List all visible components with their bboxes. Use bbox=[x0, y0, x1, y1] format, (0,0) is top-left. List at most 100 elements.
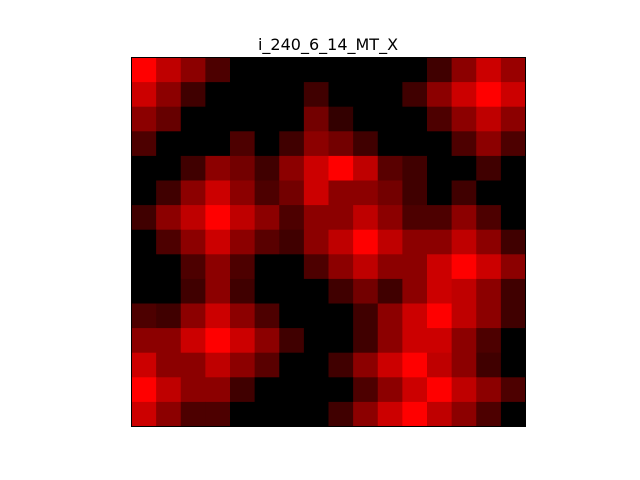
heatmap-cell-r2-c9 bbox=[353, 106, 379, 132]
heatmap-cell-r0-c14 bbox=[476, 57, 502, 83]
heatmap-cell-r11-c9 bbox=[353, 328, 379, 354]
heatmap-cell-r2-c8 bbox=[328, 106, 354, 132]
heatmap-cell-r9-c5 bbox=[254, 278, 280, 304]
heatmap-cell-r12-c14 bbox=[476, 352, 502, 378]
heatmap-cell-r1-c8 bbox=[328, 82, 354, 108]
heatmap-cell-r4-c6 bbox=[279, 155, 305, 181]
heatmap-cell-r9-c12 bbox=[427, 278, 453, 304]
heatmap-cell-r10-c1 bbox=[156, 303, 182, 329]
heatmap-cell-r13-c7 bbox=[303, 377, 329, 403]
heatmap-cell-r3-c7 bbox=[303, 131, 329, 157]
heatmap-cell-r3-c9 bbox=[353, 131, 379, 157]
heatmap-cell-r14-c0 bbox=[131, 401, 157, 427]
heatmap-cell-r6-c1 bbox=[156, 205, 182, 231]
heatmap-cell-r4-c11 bbox=[402, 155, 428, 181]
heatmap-cell-r0-c11 bbox=[402, 57, 428, 83]
heatmap-cell-r14-c4 bbox=[230, 401, 256, 427]
heatmap-cell-r12-c4 bbox=[230, 352, 256, 378]
heatmap-cell-r5-c6 bbox=[279, 180, 305, 206]
heatmap-cell-r1-c13 bbox=[451, 82, 477, 108]
heatmap-cell-r14-c3 bbox=[205, 401, 231, 427]
heatmap-cell-r14-c15 bbox=[500, 401, 526, 427]
heatmap-cell-r6-c14 bbox=[476, 205, 502, 231]
heatmap-cell-r6-c3 bbox=[205, 205, 231, 231]
heatmap-cell-r14-c11 bbox=[402, 401, 428, 427]
heatmap-cell-r2-c6 bbox=[279, 106, 305, 132]
heatmap-cell-r14-c7 bbox=[303, 401, 329, 427]
heatmap-cell-r4-c15 bbox=[500, 155, 526, 181]
heatmap-cell-r1-c3 bbox=[205, 82, 231, 108]
heatmap-cell-r7-c8 bbox=[328, 229, 354, 255]
heatmap-cell-r7-c1 bbox=[156, 229, 182, 255]
heatmap-cell-r6-c11 bbox=[402, 205, 428, 231]
heatmap-cell-r6-c7 bbox=[303, 205, 329, 231]
heatmap-cell-r7-c6 bbox=[279, 229, 305, 255]
heatmap-cell-r14-c6 bbox=[279, 401, 305, 427]
heatmap-cell-r13-c3 bbox=[205, 377, 231, 403]
heatmap-cell-r0-c3 bbox=[205, 57, 231, 83]
heatmap-cell-r6-c5 bbox=[254, 205, 280, 231]
heatmap-cell-r0-c1 bbox=[156, 57, 182, 83]
heatmap-cell-r7-c14 bbox=[476, 229, 502, 255]
heatmap-cell-r6-c12 bbox=[427, 205, 453, 231]
heatmap-cell-r8-c4 bbox=[230, 254, 256, 280]
heatmap-cell-r5-c0 bbox=[131, 180, 157, 206]
heatmap-cell-r11-c2 bbox=[180, 328, 206, 354]
heatmap-cell-r0-c8 bbox=[328, 57, 354, 83]
heatmap-cell-r5-c12 bbox=[427, 180, 453, 206]
heatmap-cell-r3-c10 bbox=[377, 131, 403, 157]
heatmap-cell-r1-c7 bbox=[303, 82, 329, 108]
heatmap-cell-r9-c0 bbox=[131, 278, 157, 304]
heatmap-cell-r8-c14 bbox=[476, 254, 502, 280]
heatmap-cell-r7-c0 bbox=[131, 229, 157, 255]
heatmap-cell-r14-c13 bbox=[451, 401, 477, 427]
heatmap-cell-r7-c4 bbox=[230, 229, 256, 255]
heatmap-cell-r4-c12 bbox=[427, 155, 453, 181]
heatmap-cell-r5-c7 bbox=[303, 180, 329, 206]
heatmap-cell-r5-c2 bbox=[180, 180, 206, 206]
heatmap-cell-r10-c13 bbox=[451, 303, 477, 329]
heatmap-cell-r4-c5 bbox=[254, 155, 280, 181]
heatmap-cell-r9-c10 bbox=[377, 278, 403, 304]
heatmap-cell-r7-c12 bbox=[427, 229, 453, 255]
heatmap-cell-r5-c13 bbox=[451, 180, 477, 206]
heatmap-cell-r6-c0 bbox=[131, 205, 157, 231]
heatmap-cell-r2-c2 bbox=[180, 106, 206, 132]
heatmap-cell-r4-c8 bbox=[328, 155, 354, 181]
heatmap-cell-r0-c0 bbox=[131, 57, 157, 83]
heatmap-cell-r0-c6 bbox=[279, 57, 305, 83]
heatmap-cell-r2-c15 bbox=[500, 106, 526, 132]
heatmap-cell-r13-c12 bbox=[427, 377, 453, 403]
heatmap-cell-r9-c6 bbox=[279, 278, 305, 304]
heatmap-cell-r13-c11 bbox=[402, 377, 428, 403]
chart-title: i_240_6_14_MT_X bbox=[258, 35, 398, 55]
heatmap-cell-r5-c14 bbox=[476, 180, 502, 206]
heatmap-cell-r2-c1 bbox=[156, 106, 182, 132]
heatmap-cell-r2-c13 bbox=[451, 106, 477, 132]
heatmap-cell-r3-c0 bbox=[131, 131, 157, 157]
heatmap-cell-r6-c10 bbox=[377, 205, 403, 231]
heatmap-cell-r1-c2 bbox=[180, 82, 206, 108]
heatmap-cell-r2-c7 bbox=[303, 106, 329, 132]
heatmap-cell-r14-c9 bbox=[353, 401, 379, 427]
heatmap-cell-r9-c3 bbox=[205, 278, 231, 304]
heatmap-cell-r12-c1 bbox=[156, 352, 182, 378]
heatmap-cell-r3-c11 bbox=[402, 131, 428, 157]
heatmap-cell-r13-c8 bbox=[328, 377, 354, 403]
heatmap-cell-r0-c4 bbox=[230, 57, 256, 83]
heatmap-cell-r7-c9 bbox=[353, 229, 379, 255]
heatmap-cell-r8-c15 bbox=[500, 254, 526, 280]
heatmap-cell-r11-c4 bbox=[230, 328, 256, 354]
heatmap-cell-r1-c0 bbox=[131, 82, 157, 108]
heatmap-cell-r12-c11 bbox=[402, 352, 428, 378]
heatmap-cell-r11-c10 bbox=[377, 328, 403, 354]
heatmap-cell-r10-c14 bbox=[476, 303, 502, 329]
heatmap-cell-r8-c6 bbox=[279, 254, 305, 280]
heatmap-cell-r5-c8 bbox=[328, 180, 354, 206]
heatmap-cell-r4-c7 bbox=[303, 155, 329, 181]
heatmap-cell-r0-c13 bbox=[451, 57, 477, 83]
heatmap-cell-r11-c8 bbox=[328, 328, 354, 354]
heatmap-cell-r11-c5 bbox=[254, 328, 280, 354]
heatmap-cell-r12-c7 bbox=[303, 352, 329, 378]
